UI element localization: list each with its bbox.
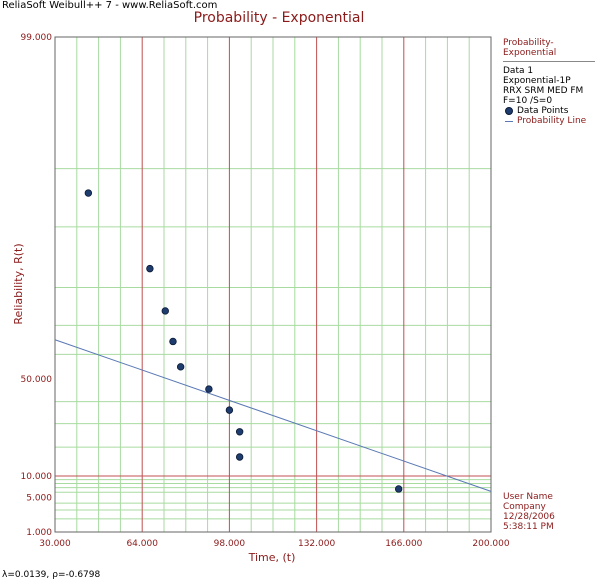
data-point (235, 453, 244, 461)
data-point (394, 485, 403, 493)
y-tick-label: 50.000 (21, 375, 53, 385)
y-tick-label: 1.000 (26, 528, 52, 538)
probability-line (54, 339, 492, 492)
x-tick-label: 166.000 (385, 539, 422, 549)
series-layer (54, 189, 492, 493)
legend-line-4: F=10 /S=0 (503, 96, 553, 106)
data-point (161, 307, 169, 315)
legend-line-marker (505, 120, 513, 122)
info-user: User Name (503, 492, 553, 502)
legend-separator (503, 61, 595, 62)
data-point (225, 406, 234, 414)
x-tick-label: 200.000 (472, 539, 509, 549)
legend-line-1: Data 1 (503, 66, 534, 76)
footer-lambda: λ=0.0139, (2, 570, 50, 580)
plot-frame (54, 36, 492, 533)
footer-rho: ρ=-0.6798 (52, 570, 101, 580)
y-tick-label: 99.000 (21, 33, 53, 43)
chart-title: Probability - Exponential (194, 10, 365, 26)
x-tick-label: 64.000 (126, 539, 158, 549)
legend: Probability-Exponential Data 1 Exponenti… (503, 38, 599, 126)
x-tick-label: 98.000 (214, 539, 246, 549)
y-tick-label: 5.000 (26, 493, 52, 503)
legend-line-2: Exponential-1P (503, 76, 571, 86)
tick-labels: 30.000 64.000 98.000 132.000 166.000 200.000 9… (21, 33, 510, 549)
brand-header: ReliaSoft Weibull++ 7 - www.ReliaSoft.co… (2, 0, 218, 11)
legend-points-label: Data Points (517, 106, 569, 116)
data-point (84, 189, 93, 197)
x-axis-label: Time, (t) (248, 551, 296, 564)
data-point (146, 264, 154, 273)
info-time: 5:38:11 PM (503, 522, 554, 532)
legend-line-3: RRX SRM MED FM (503, 86, 584, 96)
legend-line-label: Probability Line (517, 116, 587, 126)
legend-point-marker (505, 107, 513, 115)
legend-entry-line: Probability Line (503, 116, 599, 126)
grid (55, 37, 491, 532)
info-date: 12/28/2006 (503, 512, 555, 522)
legend-title: Probability-Exponential (503, 38, 557, 58)
y-tick-label: 10.000 (21, 472, 53, 482)
info-block: User Name Company 12/28/2006 5:38:11 PM (503, 492, 555, 532)
x-tick-label: 132.000 (298, 539, 335, 549)
data-point (235, 428, 244, 436)
data-point (205, 385, 213, 393)
data-point (169, 337, 177, 346)
y-axis-label: Reliability, R(t) (12, 243, 25, 324)
legend-entry-points: Data Points (503, 106, 599, 116)
footer-params: λ=0.0139, ρ=-0.6798 (2, 570, 103, 580)
x-tick-label: 30.000 (39, 539, 71, 549)
data-point (176, 363, 185, 371)
info-company: Company (503, 502, 546, 512)
